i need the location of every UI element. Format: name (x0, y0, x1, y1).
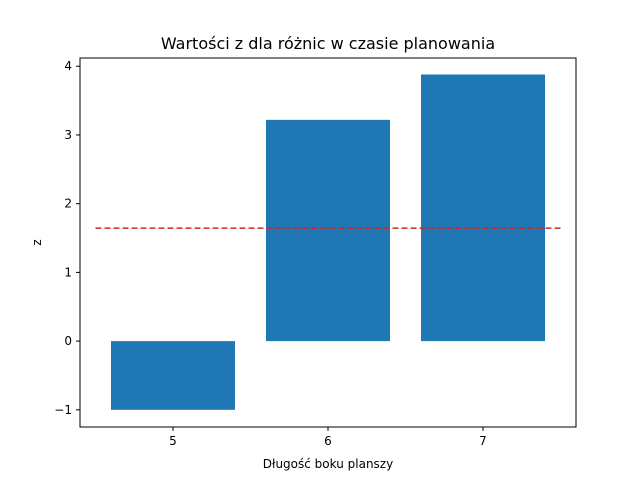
y-tick-label: 1 (64, 265, 72, 279)
y-tick-label: 2 (64, 197, 72, 211)
y-tick-label: 4 (64, 59, 72, 73)
x-axis-ticks: 5 6 7 (169, 427, 487, 448)
x-tick-label: 7 (479, 434, 487, 448)
y-axis-label: z (30, 239, 44, 245)
bar-5 (111, 341, 235, 410)
x-tick-label: 6 (324, 434, 332, 448)
y-tick-label: −1 (54, 403, 72, 417)
y-tick-label: 3 (64, 128, 72, 142)
chart-title: Wartości z dla różnic w czasie planowani… (161, 34, 495, 53)
bar-6 (266, 119, 390, 342)
bar-7 (421, 74, 545, 342)
x-tick-label: 5 (169, 434, 177, 448)
bars-group (111, 74, 545, 410)
y-tick-label: 0 (64, 334, 72, 348)
x-axis-label: Długość boku planszy (263, 457, 393, 471)
y-axis-ticks: −1 0 1 2 3 4 (54, 59, 80, 417)
